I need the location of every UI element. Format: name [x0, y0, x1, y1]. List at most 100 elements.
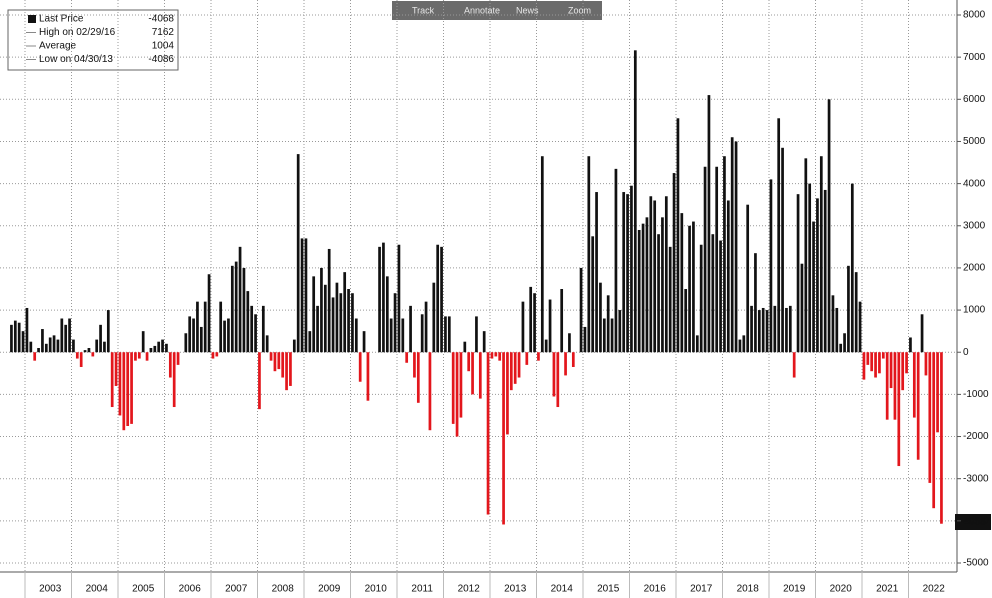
x-tick-label: 2006 [179, 584, 202, 595]
bar [661, 217, 664, 353]
bar [587, 156, 591, 353]
bar [649, 196, 653, 353]
bar [242, 267, 246, 353]
bar [537, 352, 540, 361]
bar [494, 352, 498, 357]
bar [819, 156, 823, 353]
bar [773, 305, 777, 353]
bar [788, 305, 792, 353]
toolbar-button[interactable]: News [516, 5, 539, 15]
legend-value: -4068 [148, 14, 174, 25]
bar [347, 288, 350, 353]
bar [269, 352, 273, 361]
bar [893, 352, 897, 420]
bar [471, 352, 474, 395]
bar [754, 253, 757, 353]
bar [583, 326, 587, 353]
bar [44, 343, 48, 353]
bar [41, 329, 44, 353]
bar [614, 168, 618, 353]
bar [525, 352, 529, 365]
bar [188, 316, 192, 353]
bar [734, 141, 738, 353]
bar [157, 341, 161, 353]
bar [320, 267, 323, 353]
bar [261, 305, 265, 353]
bar [726, 200, 730, 353]
bar [486, 352, 490, 515]
bar [304, 238, 308, 353]
bar [668, 246, 672, 353]
bar [409, 305, 412, 353]
bar [579, 267, 583, 353]
y-tick-label: -1000 [963, 389, 989, 400]
x-tick-label: 2005 [132, 584, 155, 595]
bar [482, 331, 486, 353]
bar [246, 291, 250, 353]
bar [602, 318, 606, 353]
bar [401, 318, 405, 353]
bar [641, 223, 645, 353]
bar [862, 352, 866, 380]
bar [258, 352, 261, 410]
bar [385, 276, 389, 353]
bar [296, 154, 300, 353]
bar [637, 229, 641, 353]
bar [114, 352, 118, 386]
bar [463, 341, 467, 353]
bar [95, 339, 99, 353]
bar [901, 352, 905, 391]
x-tick-label: 2007 [225, 584, 248, 595]
x-tick-label: 2011 [411, 584, 433, 595]
bar [60, 318, 64, 353]
legend [7, 9, 179, 71]
bar [196, 301, 199, 353]
bar [816, 198, 819, 353]
last-price-label: -4068 [960, 517, 986, 528]
bar [885, 352, 889, 420]
bar [25, 307, 29, 353]
bar [502, 352, 505, 525]
bar [176, 352, 180, 365]
legend-label: Average [39, 41, 77, 52]
bar [506, 352, 509, 435]
bar [699, 244, 703, 353]
bar [230, 265, 234, 353]
bar [633, 50, 637, 353]
bar [897, 352, 901, 467]
x-tick-label: 2014 [551, 584, 574, 595]
x-tick-label: 2008 [272, 584, 295, 595]
bar [118, 352, 122, 416]
toolbar-button[interactable]: Annotate [464, 5, 500, 15]
bar [676, 118, 680, 353]
bar [626, 194, 629, 353]
bar [211, 352, 215, 359]
bar [207, 274, 211, 353]
y-tick-label: -3000 [963, 473, 989, 484]
legend-value: -4086 [148, 54, 174, 65]
y-tick-label: 6000 [963, 94, 986, 105]
legend-value: 7162 [152, 27, 175, 38]
toolbar-button[interactable]: Zoom [568, 5, 591, 15]
bar [757, 310, 761, 353]
bar [106, 310, 110, 353]
bar [343, 272, 347, 353]
bar [29, 341, 33, 353]
bar [854, 272, 858, 353]
bar [688, 225, 691, 353]
bar [153, 345, 157, 353]
bar [203, 301, 207, 353]
bar [509, 352, 513, 391]
bar [777, 118, 781, 353]
bar [490, 352, 494, 359]
bar [746, 204, 750, 353]
bar [122, 352, 126, 431]
toolbar-button[interactable]: Track [412, 5, 435, 15]
bar [866, 352, 870, 365]
bar [199, 326, 203, 353]
bar [389, 318, 393, 353]
y-tick-label: 5000 [963, 136, 986, 147]
bar [920, 314, 924, 353]
bar [761, 307, 765, 353]
